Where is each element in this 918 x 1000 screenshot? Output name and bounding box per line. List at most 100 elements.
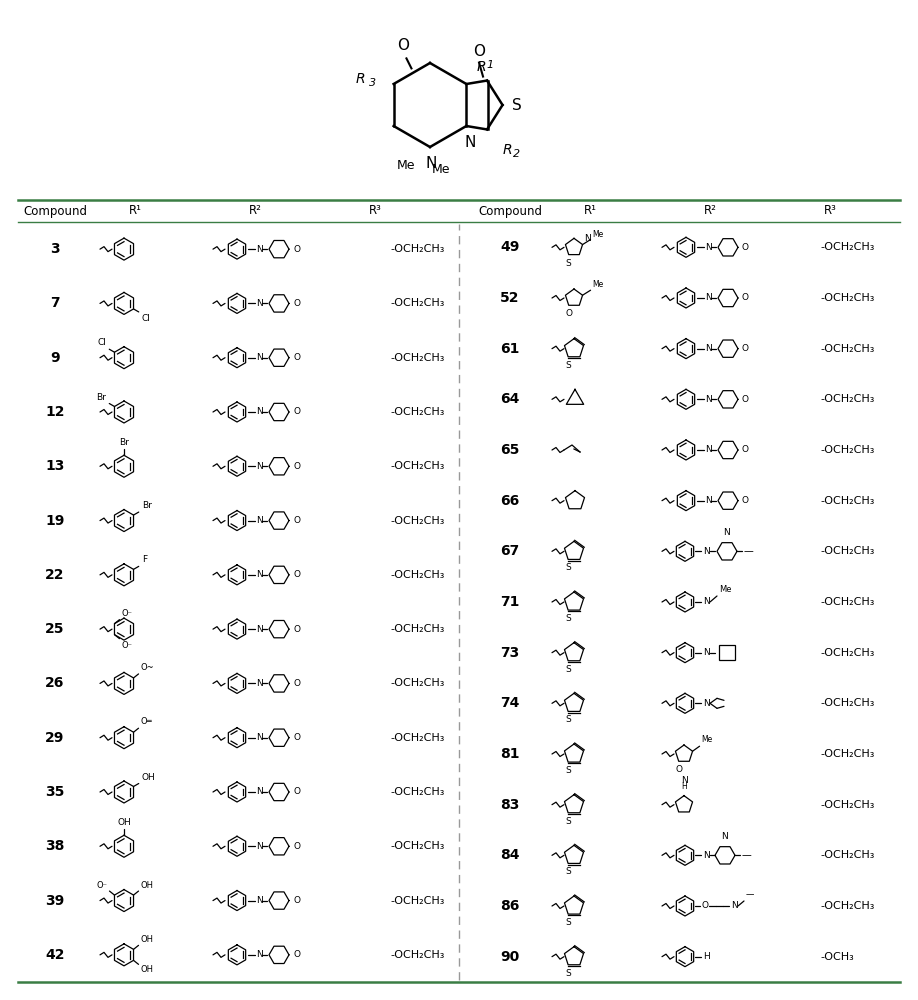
Text: 67: 67 — [500, 544, 520, 558]
Text: -OCH₂CH₃: -OCH₂CH₃ — [820, 850, 874, 860]
Text: N: N — [465, 135, 476, 150]
Text: N: N — [705, 243, 711, 252]
Text: S: S — [511, 98, 521, 112]
Text: N: N — [256, 842, 263, 851]
Text: Me: Me — [701, 735, 712, 744]
Text: S: S — [565, 665, 571, 674]
Text: OH: OH — [141, 772, 155, 782]
Text: 3: 3 — [368, 78, 375, 88]
Text: Compound: Compound — [23, 205, 87, 218]
Text: S: S — [565, 361, 571, 370]
Text: -OCH₃: -OCH₃ — [820, 952, 854, 962]
Text: N: N — [256, 896, 263, 905]
Text: -OCH₂CH₃: -OCH₂CH₃ — [390, 896, 444, 906]
Text: 38: 38 — [45, 839, 64, 853]
Text: 9: 9 — [50, 351, 60, 365]
Text: -OCH₂CH₃: -OCH₂CH₃ — [820, 597, 874, 607]
Text: S: S — [565, 969, 571, 978]
Text: F: F — [141, 555, 147, 564]
Text: -OCH₂CH₃: -OCH₂CH₃ — [390, 950, 444, 960]
Text: S: S — [565, 867, 571, 876]
Text: N: N — [703, 597, 710, 606]
Text: N: N — [731, 902, 738, 910]
Text: OH: OH — [140, 935, 153, 944]
Text: H: H — [703, 952, 710, 961]
Text: N: N — [703, 547, 710, 556]
Text: S: S — [565, 715, 571, 724]
Text: R²: R² — [249, 205, 262, 218]
Text: N: N — [703, 851, 710, 860]
Text: 22: 22 — [45, 568, 65, 582]
Text: N: N — [256, 408, 263, 416]
Text: O: O — [293, 842, 300, 851]
Text: R¹: R¹ — [129, 205, 141, 218]
Text: R: R — [503, 143, 512, 157]
Text: N: N — [256, 462, 263, 471]
Text: —: — — [746, 890, 755, 899]
Text: Me: Me — [592, 280, 604, 289]
Text: N: N — [256, 570, 263, 579]
Text: O: O — [293, 733, 300, 742]
Text: N: N — [723, 528, 731, 537]
Text: O: O — [293, 625, 300, 634]
Text: O: O — [293, 462, 300, 471]
Text: -OCH₂CH₃: -OCH₂CH₃ — [820, 800, 874, 810]
Text: N: N — [256, 733, 263, 742]
Text: O: O — [293, 516, 300, 525]
Text: O: O — [293, 788, 300, 796]
Text: 86: 86 — [500, 899, 520, 913]
Text: R: R — [476, 60, 486, 74]
Text: 13: 13 — [45, 459, 64, 473]
Text: 12: 12 — [45, 405, 65, 419]
Text: -OCH₂CH₃: -OCH₂CH₃ — [820, 901, 874, 911]
Text: N: N — [705, 344, 711, 353]
Bar — [719, 645, 735, 660]
Text: O: O — [742, 243, 749, 252]
Text: N: N — [256, 950, 263, 959]
Text: O: O — [473, 44, 485, 59]
Text: 66: 66 — [500, 494, 520, 508]
Text: N: N — [703, 648, 710, 657]
Text: R²: R² — [703, 205, 716, 218]
Text: R¹: R¹ — [584, 205, 597, 218]
Text: 52: 52 — [500, 291, 520, 305]
Text: O: O — [293, 245, 300, 254]
Text: -OCH₂CH₃: -OCH₂CH₃ — [820, 749, 874, 759]
Text: -OCH₂CH₃: -OCH₂CH₃ — [820, 293, 874, 303]
Text: -OCH₂CH₃: -OCH₂CH₃ — [390, 841, 444, 851]
Text: 1: 1 — [487, 60, 494, 70]
Text: -OCH₂CH₃: -OCH₂CH₃ — [390, 678, 444, 688]
Text: 3: 3 — [50, 242, 60, 256]
Text: -OCH₂CH₃: -OCH₂CH₃ — [820, 394, 874, 404]
Text: O═: O═ — [140, 717, 152, 726]
Text: 74: 74 — [500, 696, 520, 710]
Text: -OCH₂CH₃: -OCH₂CH₃ — [390, 244, 444, 254]
Text: O: O — [742, 395, 749, 404]
Text: N: N — [256, 353, 263, 362]
Text: 39: 39 — [45, 894, 64, 908]
Text: O: O — [293, 408, 300, 416]
Text: -OCH₂CH₃: -OCH₂CH₃ — [390, 787, 444, 797]
Text: O: O — [742, 294, 749, 302]
Text: OH: OH — [140, 881, 153, 890]
Text: O: O — [742, 446, 749, 454]
Text: N: N — [705, 496, 711, 505]
Text: 26: 26 — [45, 676, 64, 690]
Text: 90: 90 — [500, 950, 520, 964]
Text: O: O — [676, 765, 682, 774]
Text: N: N — [705, 446, 711, 454]
Text: O: O — [742, 496, 749, 505]
Text: 61: 61 — [500, 342, 520, 356]
Text: O: O — [397, 38, 409, 53]
Text: OH: OH — [118, 818, 131, 827]
Text: N: N — [256, 788, 263, 796]
Text: 84: 84 — [500, 848, 520, 862]
Text: R³: R³ — [368, 205, 382, 218]
Text: Br: Br — [96, 392, 106, 401]
Text: O: O — [293, 570, 300, 579]
Text: -OCH₂CH₃: -OCH₂CH₃ — [820, 648, 874, 658]
Text: R: R — [356, 72, 365, 86]
Text: O: O — [565, 309, 572, 318]
Text: -OCH₂CH₃: -OCH₂CH₃ — [390, 353, 444, 363]
Text: -OCH₂CH₃: -OCH₂CH₃ — [390, 516, 444, 526]
